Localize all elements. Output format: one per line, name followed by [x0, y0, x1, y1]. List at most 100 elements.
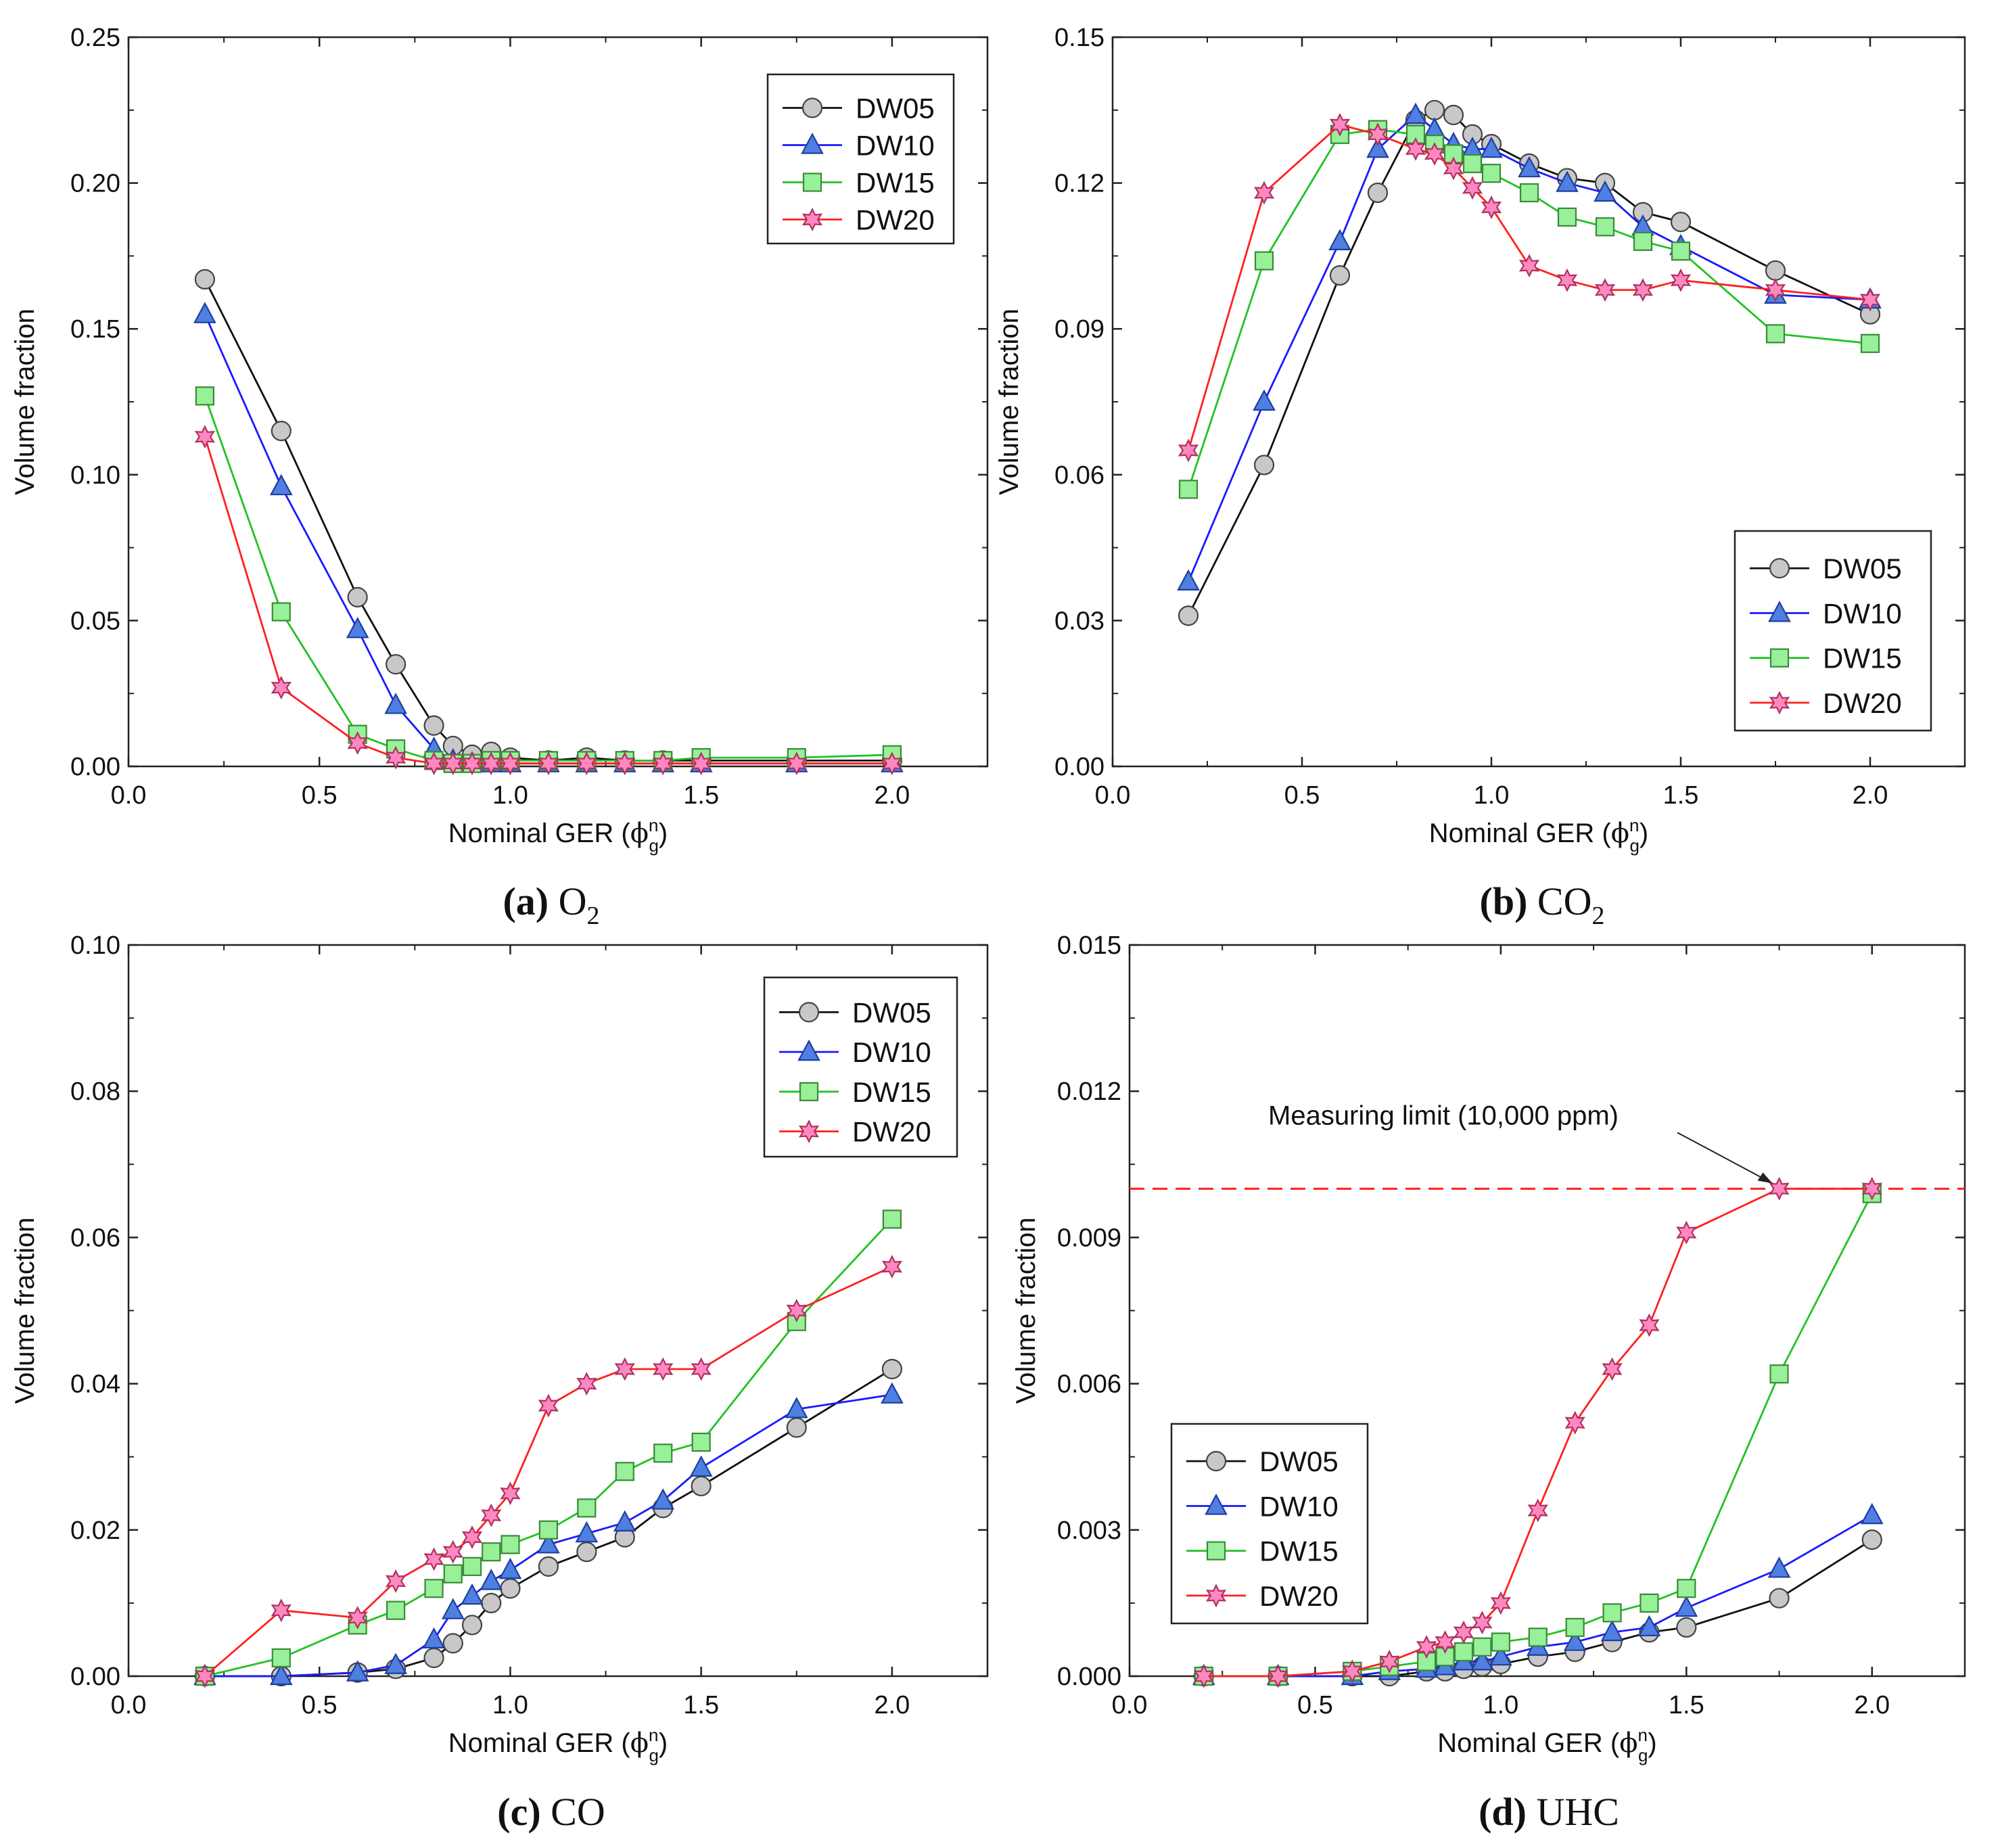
y-tick-label: 0.09: [1054, 315, 1104, 344]
x-tick-label: 1.0: [492, 1691, 528, 1719]
legend-label-DW05: DW05: [1259, 1446, 1339, 1477]
data-point-DW05: [1861, 1529, 1882, 1550]
y-tick-label: 0.03: [1054, 607, 1104, 635]
legend-marker-DW10: [801, 133, 824, 154]
legend-box: [1170, 1423, 1369, 1625]
data-point-DW05: [691, 1475, 712, 1497]
data-point-DW15: [482, 1542, 501, 1562]
data-point-DW20: [1424, 142, 1445, 166]
data-point-DW15: [501, 1535, 520, 1554]
data-point-DW20: [1193, 1664, 1214, 1688]
legend-marker-DW10: [797, 1039, 820, 1061]
data-point-DW10: [613, 1510, 636, 1532]
legend-label-DW10: DW10: [1259, 1490, 1339, 1522]
data-point-DW20: [500, 752, 521, 776]
series-line-DW15: [204, 395, 892, 765]
chart-panel-a: 0.0 0.5 1.0 1.5 2.0 0.00 0.05 0.10 0.15 0.20 0.25 N…: [10, 24, 989, 930]
data-point-DW05: [1178, 605, 1199, 626]
data-point-DW05: [347, 586, 368, 608]
data-point-DW05: [1443, 104, 1464, 126]
legend-label-DW05: DW05: [1823, 553, 1902, 584]
data-point-DW10: [1767, 1556, 1791, 1578]
legend-label-DW10: DW10: [852, 1036, 931, 1068]
legend-marker-DW15: [1206, 1541, 1226, 1561]
data-point-DW20: [653, 752, 674, 776]
series-line-DW20: [204, 1266, 893, 1678]
legend-marker-DW05: [798, 1002, 820, 1023]
legend-marker-DW15: [1769, 648, 1790, 668]
data-point-DW20: [576, 1372, 597, 1396]
data-point-DW10: [1480, 136, 1503, 158]
data-point-DW15: [462, 1556, 482, 1576]
y-tick-label: 0.009: [1057, 1224, 1121, 1252]
data-point-DW20: [1861, 1176, 1882, 1201]
data-point-DW10: [1675, 1595, 1698, 1617]
legend-label-DW05: DW05: [856, 93, 935, 124]
x-axis-label: Nominal GER (ϕn g): [448, 1725, 668, 1765]
legend-marker-DW10: [1205, 1494, 1228, 1515]
y-tick-label: 0.00: [1054, 753, 1104, 781]
legend-label-DW20: DW20: [852, 1116, 931, 1148]
y-tick-label: 0.02: [70, 1517, 120, 1545]
y-tick-label: 0.003: [1057, 1517, 1121, 1545]
data-point-DW20: [385, 1569, 406, 1593]
series-DW15: [195, 386, 902, 773]
data-point-DW20: [1462, 176, 1483, 200]
data-point-DW20: [1405, 137, 1426, 161]
data-point-DW05: [1676, 1617, 1697, 1638]
legend-label-DW10: DW10: [856, 130, 935, 162]
data-point-DW20: [1443, 156, 1464, 181]
data-point-DW15: [424, 1579, 444, 1598]
data-point-DW20: [347, 1606, 368, 1630]
data-point-DW10: [1404, 102, 1427, 124]
data-point-DW10: [384, 693, 407, 714]
chart-panel-b: 0.0 0.5 1.0 1.5 2.0 0.00 0.03 0.06 0.09 0.12 0.15 N…: [994, 24, 1966, 930]
data-point-DW10: [480, 1569, 503, 1590]
data-point-DW05: [786, 1417, 807, 1438]
data-point-DW15: [882, 1209, 902, 1229]
data-point-DW10: [269, 473, 293, 496]
data-point-DW20: [1490, 1591, 1512, 1615]
data-point-DW05: [423, 715, 444, 736]
data-point-DW05: [1424, 99, 1445, 120]
legend-box: [766, 73, 955, 245]
data-point-DW20: [481, 752, 502, 776]
data-point-DW20: [1632, 278, 1654, 302]
legend: DW05 DW10 DW15 DW20: [763, 976, 958, 1158]
data-point-DW10: [1563, 1630, 1587, 1651]
x-tick-label: 1.5: [683, 1691, 719, 1719]
legend-label-DW20: DW20: [1259, 1580, 1339, 1612]
data-point-DW15: [1565, 1617, 1585, 1638]
data-point-DW10: [1328, 229, 1351, 250]
data-point-DW20: [1769, 1176, 1790, 1201]
data-point-DW10: [346, 1660, 369, 1682]
data-point-DW15: [1595, 217, 1615, 237]
annotation-arrowhead: [1757, 1172, 1773, 1184]
data-point-DW15: [1557, 207, 1577, 227]
y-tick-label: 0.15: [70, 315, 120, 344]
data-point-DW15: [271, 602, 291, 622]
data-point-DW05: [1329, 265, 1351, 286]
data-point-DW20: [1639, 1313, 1660, 1337]
legend-marker-DW20: [801, 208, 823, 231]
data-point-DW10: [785, 1397, 808, 1418]
data-point-DW05: [481, 1592, 502, 1613]
data-point-DW20: [442, 1540, 463, 1564]
legend: DW05 DW10 DW15 DW20: [1734, 530, 1932, 732]
x-tick-label: 1.5: [683, 781, 719, 810]
data-point-DW15: [691, 1432, 711, 1452]
y-axis-label: Volume fraction: [1011, 1218, 1041, 1404]
series-line-DW10: [1203, 1514, 1873, 1678]
y-tick-label: 0.05: [70, 607, 120, 635]
y-tick-label: 0.00: [70, 1663, 120, 1691]
data-point-DW15: [1454, 1642, 1474, 1662]
legend: DW05 DW10 DW15 DW20: [1170, 1423, 1369, 1625]
annotation-arrow: [1677, 1132, 1773, 1184]
data-point-DW20: [271, 1598, 292, 1623]
y-tick-label: 0.006: [1057, 1370, 1121, 1399]
data-point-DW20: [786, 752, 807, 776]
legend-label-DW15: DW15: [856, 167, 935, 199]
data-point-DW20: [1602, 1357, 1623, 1381]
data-point-DW20: [1416, 1635, 1437, 1659]
data-point-DW20: [691, 752, 712, 776]
